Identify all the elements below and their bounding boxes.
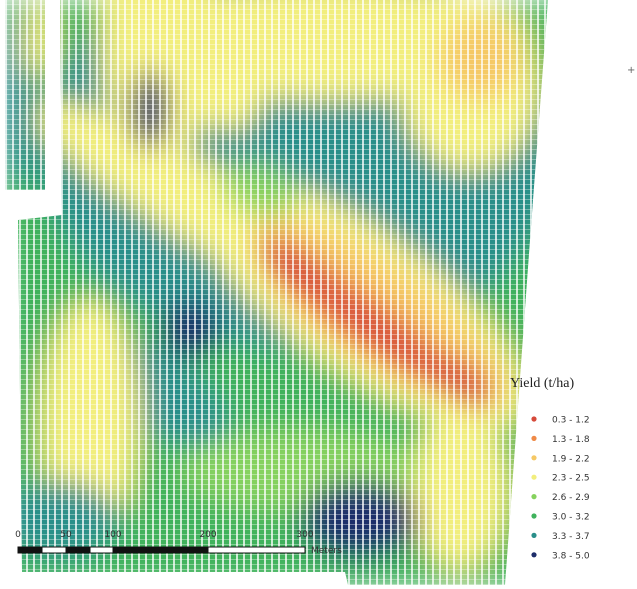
scale-segment <box>42 547 66 553</box>
legend-swatch <box>531 552 536 557</box>
scale-label: 200 <box>199 530 216 540</box>
crop-rows <box>0 0 637 589</box>
legend-label: 3.3 - 3.7 <box>552 532 590 542</box>
legend-swatch <box>531 455 536 460</box>
scale-segment <box>113 547 208 553</box>
scale-segment <box>208 547 305 553</box>
legend-label: 3.8 - 5.0 <box>552 551 590 561</box>
legend-swatch <box>531 494 536 499</box>
marker: + <box>627 65 635 76</box>
legend-swatch <box>531 513 536 518</box>
legend-label: 3.0 - 3.2 <box>552 513 590 523</box>
legend-label: 1.9 - 2.2 <box>552 454 590 464</box>
field <box>0 0 637 589</box>
scale-segment <box>18 547 42 553</box>
legend-title: Yield (t/ha) <box>510 376 574 391</box>
scale-label: 50 <box>60 530 72 540</box>
legend-swatch <box>531 416 536 421</box>
legend-swatch <box>531 436 536 441</box>
scale-label: 300 <box>296 530 313 540</box>
legend: 0.3 - 1.2 1.3 - 1.8 1.9 - 2.2 2.3 - 2.5 2.6 … <box>531 416 589 562</box>
legend-swatch <box>531 533 536 538</box>
yield-map: + Yield (t/ha) 0.3 - 1.2 1.3 - 1.8 1.9 - 2… <box>0 0 637 589</box>
scale-label: 0 <box>15 530 21 540</box>
scale-segment <box>90 547 113 553</box>
legend-swatch <box>531 475 536 480</box>
legend-label: 2.3 - 2.5 <box>552 474 590 484</box>
scale-unit: Meters <box>311 546 342 556</box>
scale-segment <box>66 547 90 553</box>
legend-label: 2.6 - 2.9 <box>552 493 590 503</box>
legend-label: 0.3 - 1.2 <box>552 416 590 426</box>
scale-label: 100 <box>104 530 121 540</box>
legend-label: 1.3 - 1.8 <box>552 435 590 445</box>
